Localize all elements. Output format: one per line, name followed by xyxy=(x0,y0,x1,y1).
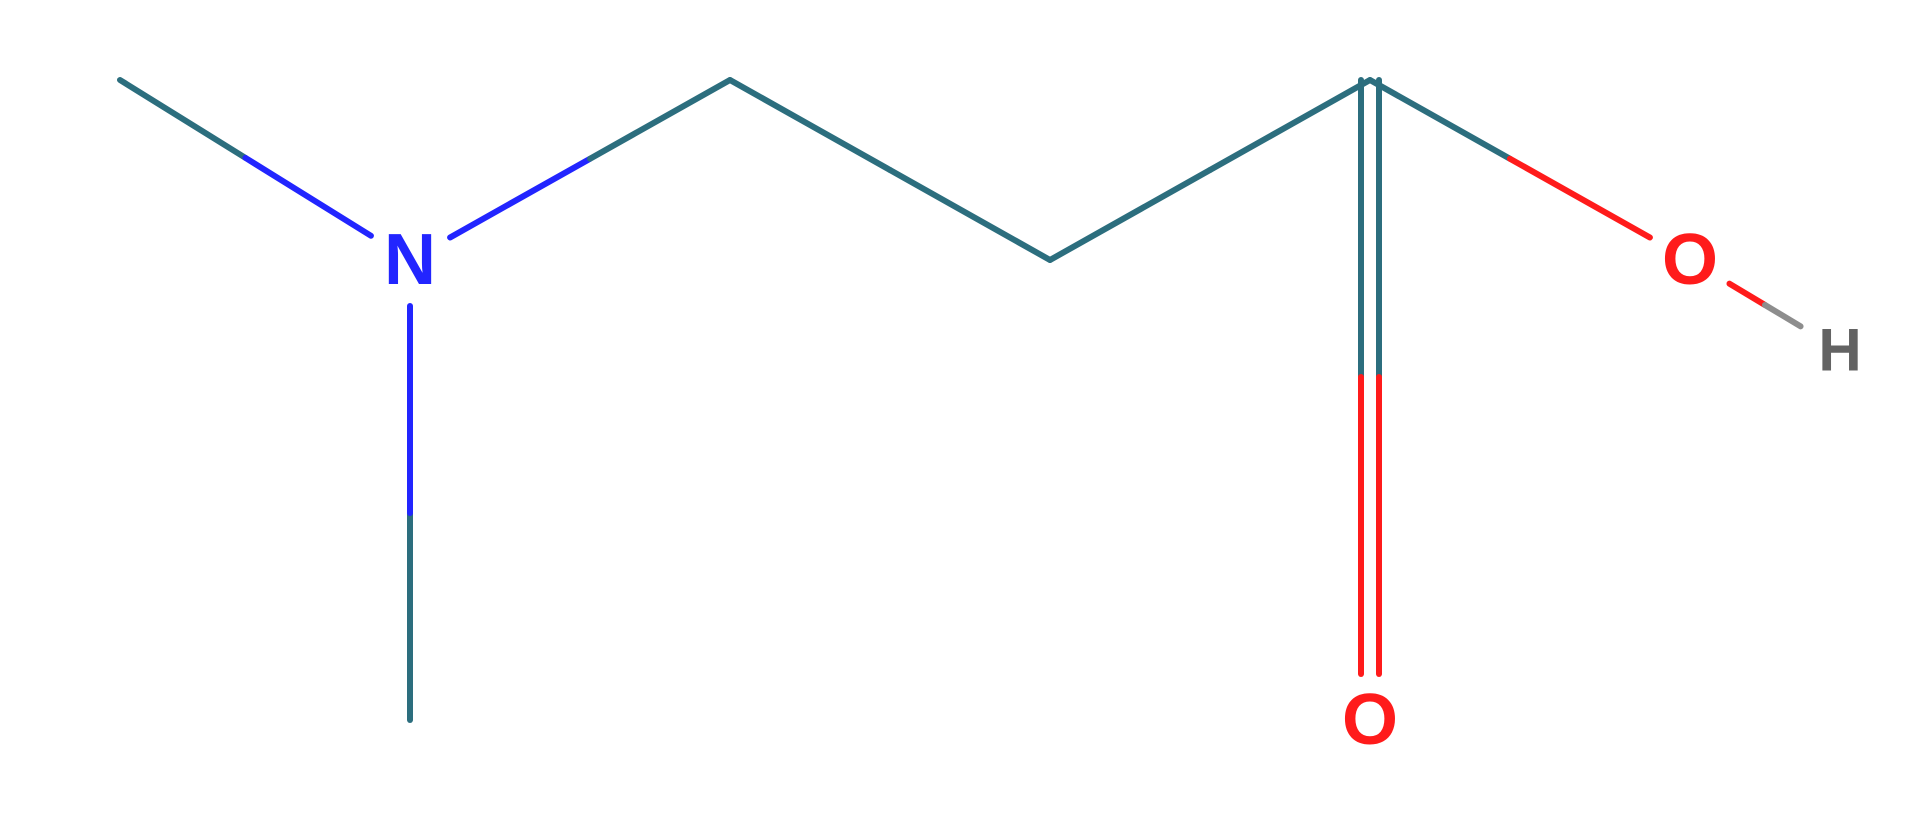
atom-label-o: O xyxy=(1662,220,1718,300)
molecule-diagram: N O O H xyxy=(0,0,1920,820)
bond-half xyxy=(1510,159,1650,238)
atom-label-h: H xyxy=(1818,317,1861,384)
bond-half xyxy=(1050,170,1210,260)
bond-half xyxy=(120,80,245,158)
bond-half xyxy=(730,80,890,170)
bond-half xyxy=(1210,80,1370,170)
bond-half xyxy=(450,159,590,238)
bond-half xyxy=(590,80,730,159)
bond-half xyxy=(1370,80,1510,159)
atom-label-o: O xyxy=(1342,680,1398,760)
bond-half xyxy=(1765,305,1801,326)
atom-label-n: N xyxy=(384,220,436,300)
bond-half xyxy=(890,170,1050,260)
bond-half xyxy=(1729,284,1765,305)
bond-half xyxy=(245,158,370,236)
